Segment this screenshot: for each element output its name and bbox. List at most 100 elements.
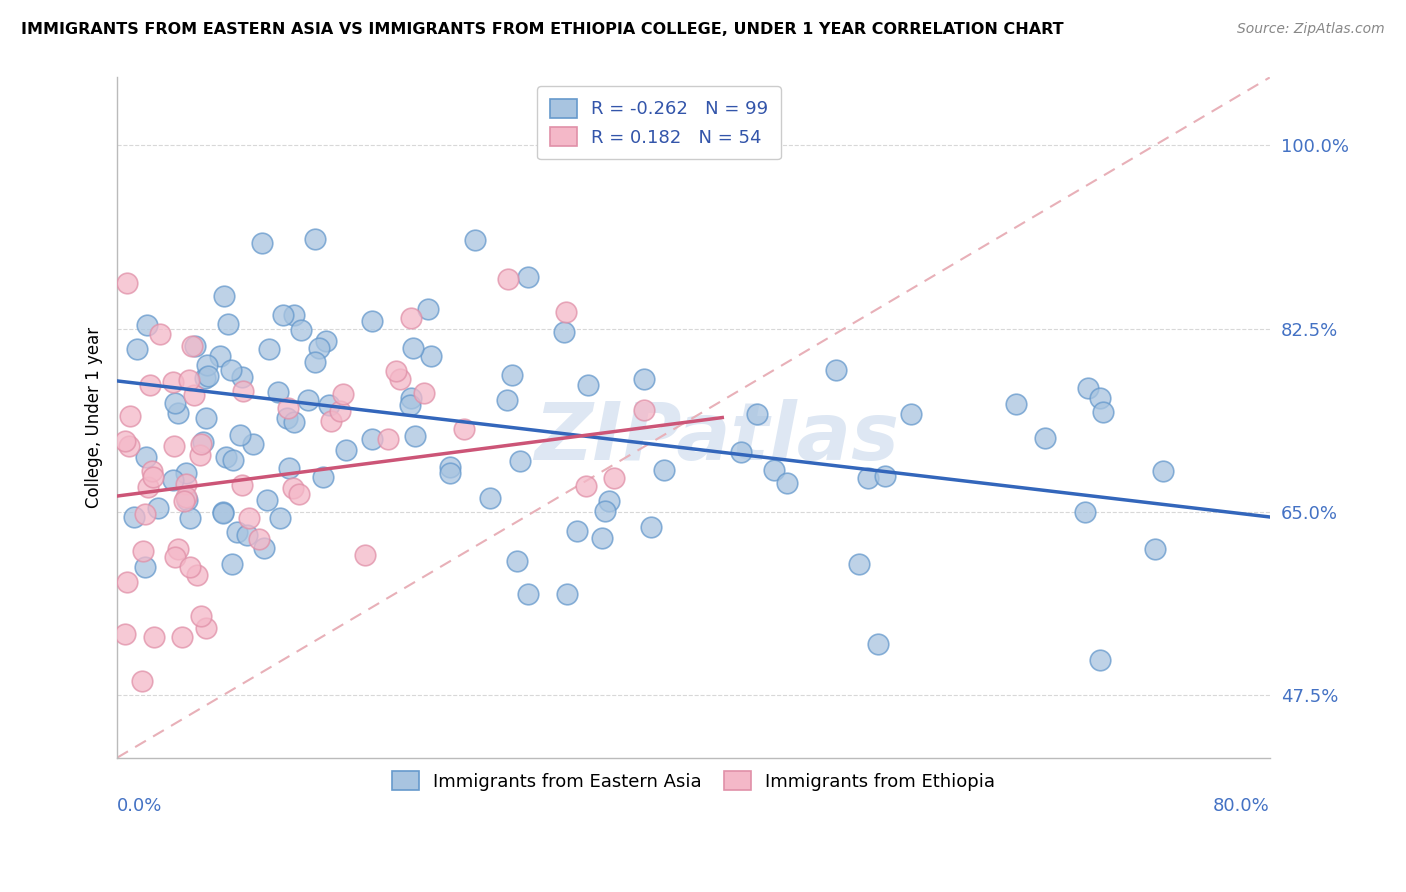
Point bbox=[848, 557, 870, 571]
Point bbox=[115, 574, 138, 589]
Point bbox=[253, 541, 276, 555]
Point bbox=[181, 339, 204, 353]
Point bbox=[1152, 464, 1174, 478]
Point bbox=[762, 463, 785, 477]
Point bbox=[176, 492, 198, 507]
Point bbox=[195, 358, 218, 372]
Point bbox=[231, 477, 253, 491]
Point bbox=[399, 310, 422, 325]
Point bbox=[576, 377, 599, 392]
Point bbox=[633, 372, 655, 386]
Point bbox=[1143, 542, 1166, 557]
Point bbox=[148, 500, 170, 515]
Legend: Immigrants from Eastern Asia, Immigrants from Ethiopia: Immigrants from Eastern Asia, Immigrants… bbox=[382, 763, 1004, 799]
Point bbox=[517, 270, 540, 285]
Point bbox=[640, 519, 662, 533]
Point bbox=[574, 478, 596, 492]
Point bbox=[256, 492, 278, 507]
Point bbox=[197, 368, 219, 383]
Point bbox=[174, 466, 197, 480]
Point bbox=[170, 630, 193, 644]
Point bbox=[208, 350, 231, 364]
Point bbox=[328, 404, 350, 418]
Point bbox=[141, 464, 163, 478]
Text: IMMIGRANTS FROM EASTERN ASIA VS IMMIGRANTS FROM ETHIOPIA COLLEGE, UNDER 1 YEAR C: IMMIGRANTS FROM EASTERN ASIA VS IMMIGRAN… bbox=[21, 22, 1064, 37]
Point bbox=[361, 314, 384, 328]
Point bbox=[416, 302, 439, 317]
Point bbox=[1074, 505, 1097, 519]
Point bbox=[271, 308, 294, 322]
Point bbox=[173, 494, 195, 508]
Point bbox=[115, 276, 138, 290]
Point bbox=[174, 476, 197, 491]
Point bbox=[124, 510, 146, 524]
Point bbox=[402, 342, 425, 356]
Point bbox=[190, 437, 212, 451]
Point bbox=[162, 375, 184, 389]
Point bbox=[167, 542, 190, 557]
Point bbox=[900, 407, 922, 421]
Point bbox=[506, 554, 529, 568]
Point bbox=[312, 470, 335, 484]
Point bbox=[399, 392, 422, 406]
Point bbox=[377, 432, 399, 446]
Point bbox=[464, 233, 486, 247]
Point bbox=[332, 386, 354, 401]
Point bbox=[277, 401, 299, 416]
Point bbox=[384, 364, 406, 378]
Point bbox=[212, 289, 235, 303]
Point bbox=[250, 236, 273, 251]
Point bbox=[283, 415, 305, 429]
Point bbox=[232, 384, 254, 399]
Point bbox=[598, 494, 620, 508]
Point bbox=[229, 428, 252, 442]
Point bbox=[1005, 396, 1028, 410]
Point bbox=[179, 559, 201, 574]
Point bbox=[875, 469, 897, 483]
Point bbox=[118, 409, 141, 423]
Point bbox=[179, 510, 201, 524]
Point bbox=[134, 559, 156, 574]
Point bbox=[174, 490, 197, 504]
Point bbox=[242, 437, 264, 451]
Point bbox=[1088, 653, 1111, 667]
Point bbox=[290, 323, 312, 337]
Point bbox=[190, 609, 212, 624]
Point bbox=[194, 371, 217, 385]
Point bbox=[142, 470, 165, 484]
Point bbox=[212, 506, 235, 520]
Point bbox=[553, 326, 575, 340]
Point bbox=[163, 439, 186, 453]
Point bbox=[226, 524, 249, 539]
Point bbox=[138, 377, 160, 392]
Point bbox=[194, 621, 217, 635]
Point bbox=[555, 586, 578, 600]
Point bbox=[439, 459, 461, 474]
Point bbox=[496, 272, 519, 286]
Point bbox=[195, 411, 218, 425]
Point bbox=[269, 511, 291, 525]
Point bbox=[399, 398, 422, 412]
Point bbox=[404, 428, 426, 442]
Point bbox=[132, 544, 155, 558]
Point bbox=[211, 505, 233, 519]
Point bbox=[567, 524, 589, 538]
Point bbox=[335, 443, 357, 458]
Point bbox=[501, 368, 523, 382]
Point bbox=[179, 373, 201, 387]
Point bbox=[603, 470, 626, 484]
Point bbox=[184, 339, 207, 353]
Point bbox=[118, 439, 141, 453]
Point bbox=[277, 460, 299, 475]
Point bbox=[1091, 405, 1114, 419]
Point bbox=[868, 637, 890, 651]
Point bbox=[315, 334, 337, 348]
Point bbox=[319, 414, 342, 428]
Point bbox=[478, 491, 501, 505]
Point bbox=[183, 388, 205, 402]
Point bbox=[136, 318, 159, 333]
Point bbox=[257, 342, 280, 356]
Point bbox=[142, 630, 165, 644]
Point bbox=[509, 453, 531, 467]
Point bbox=[420, 349, 443, 363]
